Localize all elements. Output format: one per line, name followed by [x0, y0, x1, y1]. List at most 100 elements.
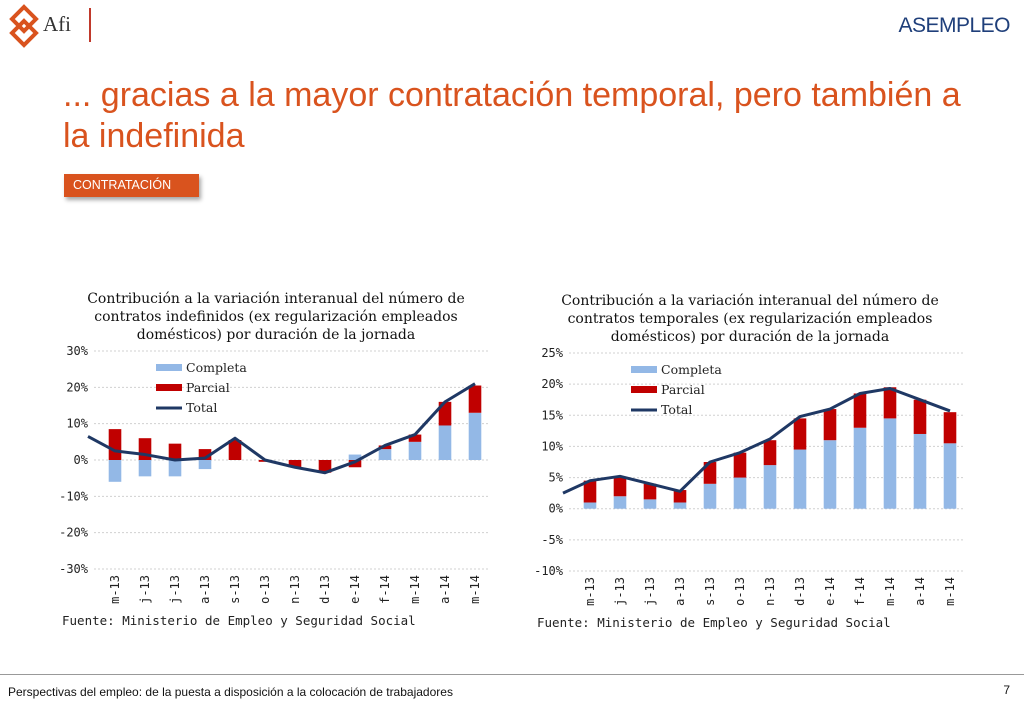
- bar-completa: [613, 496, 627, 509]
- logo-divider: [89, 8, 91, 42]
- y-tick-label: 0%: [74, 453, 89, 467]
- bar-parcial: [853, 393, 867, 428]
- y-tick-label: -5%: [541, 533, 563, 547]
- chart-indefinidos: 30% 20% 10% 0% -10% -20% -30% m-13 j-13 j-13 a-13 s…: [59, 344, 490, 604]
- x-tick-label: a-13: [198, 575, 212, 604]
- bar-parcial: [613, 477, 627, 497]
- y-tick-label: 5%: [549, 471, 564, 485]
- footer-divider: [0, 674, 1024, 675]
- x-tick-label: e-14: [348, 575, 362, 604]
- legend-label-total: Total: [661, 402, 692, 417]
- bar-completa: [108, 460, 122, 482]
- x-tick-label: a-14: [438, 575, 452, 604]
- x-tick-label: a-14: [913, 577, 927, 606]
- x-tick-label: n-13: [763, 577, 777, 606]
- legend-label-completa: Completa: [661, 362, 722, 377]
- x-tick-label: o-13: [733, 577, 747, 606]
- y-tick-label: -10%: [59, 489, 89, 503]
- x-tick-label: e-14: [823, 577, 837, 606]
- bar-parcial: [793, 418, 807, 450]
- bar-completa: [168, 460, 182, 477]
- bar-parcial: [198, 449, 212, 460]
- bar-parcial: [468, 385, 482, 413]
- legend-swatch-completa: [631, 366, 657, 373]
- x-tick-label: j-13: [168, 575, 182, 604]
- afi-logo-text: Afi: [43, 12, 71, 36]
- bar-parcial: [288, 460, 302, 468]
- bar-parcial: [643, 483, 657, 500]
- page-number: 7: [1003, 683, 1010, 697]
- x-tick-label: j-13: [613, 577, 627, 606]
- y-tick-label: 0%: [549, 502, 564, 516]
- bar-parcial: [348, 460, 362, 468]
- page-title: ... gracias a la mayor contratación temp…: [63, 76, 961, 155]
- bar-completa: [438, 425, 452, 460]
- x-tick-label: n-13: [288, 575, 302, 604]
- bar-parcial: [378, 445, 392, 450]
- bar-parcial: [438, 401, 452, 426]
- x-tick-label: j-13: [643, 577, 657, 606]
- legend-label-total: Total: [186, 400, 217, 415]
- bar-parcial: [108, 429, 122, 460]
- x-tick-label: d-13: [793, 577, 807, 606]
- total-line: [87, 382, 476, 475]
- y-tick-label: -20%: [59, 526, 89, 540]
- x-tick-label: m-14: [943, 577, 957, 606]
- bar-completa: [733, 477, 747, 509]
- bar-parcial: [673, 490, 687, 503]
- bar-completa: [468, 412, 482, 460]
- bar-completa: [408, 441, 422, 460]
- bar-parcial: [733, 452, 747, 478]
- chart-temporales: 25% 20% 15% 10% 5% 0% -5% -10% m-13 j-13 j-13 a-13 s…: [534, 346, 965, 606]
- x-tick-label: m-14: [883, 577, 897, 606]
- bar-completa: [703, 483, 717, 509]
- bar-parcial: [168, 443, 182, 460]
- x-tick-label: s-13: [703, 577, 717, 606]
- x-tick-label: s-13: [228, 575, 242, 604]
- chart-title-indefinidos: Contribución a la variación interanual d…: [87, 291, 465, 343]
- bar-parcial: [823, 409, 837, 441]
- section-tag: CONTRATACIÓN: [64, 174, 199, 197]
- y-tick-label: 25%: [541, 346, 563, 360]
- bar-completa: [673, 502, 687, 509]
- bar-completa: [378, 449, 392, 460]
- x-tick-label: o-13: [258, 575, 272, 604]
- bar-completa: [943, 443, 957, 509]
- legend-label-parcial: Parcial: [186, 380, 230, 395]
- x-tick-label: m-14: [468, 575, 482, 604]
- x-tick-label: m-13: [583, 577, 597, 606]
- y-tick-label: 10%: [541, 439, 563, 453]
- source-note-indefinidos: Fuente: Ministerio de Empleo y Seguridad…: [62, 613, 416, 628]
- bar-parcial: [913, 399, 927, 434]
- bar-completa: [853, 427, 867, 509]
- y-tick-label: -30%: [59, 562, 89, 576]
- bar-completa: [823, 440, 837, 509]
- x-tick-label: a-13: [673, 577, 687, 606]
- source-note-temporales: Fuente: Ministerio de Empleo y Seguridad…: [537, 615, 891, 630]
- bar-completa: [793, 449, 807, 509]
- legend-label-completa: Completa: [186, 360, 247, 375]
- asempleo-logo: ASEMPLEO: [898, 14, 1010, 37]
- bar-completa: [763, 465, 777, 509]
- bar-parcial: [583, 480, 597, 503]
- bar-completa: [198, 460, 212, 470]
- y-tick-label: 15%: [541, 408, 563, 422]
- bar-parcial: [318, 460, 332, 473]
- x-tick-label: f-14: [378, 575, 392, 604]
- bar-completa: [643, 499, 657, 509]
- x-tick-label: m-14: [408, 575, 422, 604]
- legend-label-parcial: Parcial: [661, 382, 705, 397]
- bar-parcial: [703, 462, 717, 484]
- chart-title-temporales: Contribución a la variación interanual d…: [561, 293, 939, 345]
- bar-completa: [883, 418, 897, 509]
- y-tick-label: 20%: [541, 377, 563, 391]
- bar-parcial: [943, 412, 957, 444]
- bar-completa: [348, 454, 362, 460]
- x-tick-label: d-13: [318, 575, 332, 604]
- bar-parcial: [408, 434, 422, 442]
- legend-swatch-parcial: [631, 386, 657, 393]
- afi-logo-icon: [9, 4, 39, 48]
- bar-parcial: [763, 440, 777, 466]
- x-tick-label: f-14: [853, 577, 867, 606]
- y-tick-label: -10%: [534, 564, 564, 578]
